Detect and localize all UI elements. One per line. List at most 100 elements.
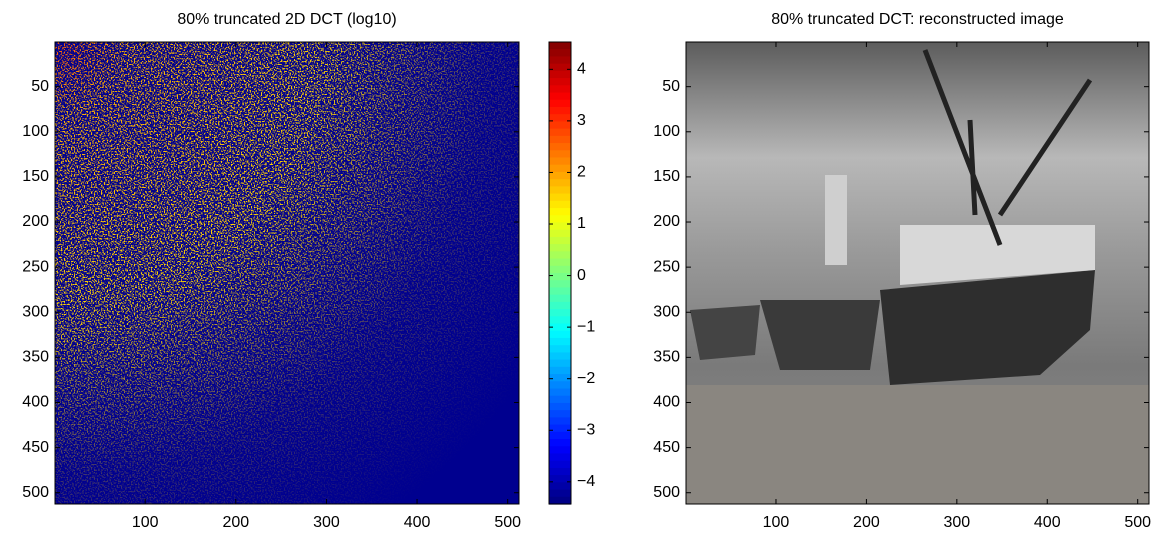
colorbar-cell bbox=[549, 388, 571, 397]
dct-image bbox=[55, 42, 519, 504]
colorbar-cell bbox=[549, 352, 571, 361]
colorbar-cell bbox=[549, 294, 571, 303]
colorbar-cell bbox=[549, 106, 571, 115]
y-tick-label: 250 bbox=[22, 258, 49, 275]
y-tick-label: 50 bbox=[662, 78, 680, 95]
colorbar-cell bbox=[549, 330, 571, 339]
colorbar-cell bbox=[549, 85, 571, 94]
colorbar-tick-label: 3 bbox=[577, 112, 586, 129]
colorbar-cell bbox=[549, 337, 571, 346]
colorbar-cell bbox=[549, 78, 571, 86]
colorbar-tick-label: 4 bbox=[577, 61, 586, 78]
colorbar-tick-label: −2 bbox=[577, 370, 595, 387]
axes-box bbox=[685, 41, 1150, 505]
colorbar-cell bbox=[549, 309, 571, 317]
colorbar-cell bbox=[549, 489, 571, 498]
colorbar-cell bbox=[549, 128, 571, 137]
colorbar-cell bbox=[549, 42, 571, 50]
y-tick-label: 350 bbox=[22, 349, 49, 366]
y-tick-label: 100 bbox=[22, 123, 49, 140]
colorbar-cell bbox=[549, 424, 571, 433]
colorbar-cell bbox=[549, 417, 571, 426]
colorbar-cell bbox=[549, 63, 571, 72]
colorbar-cell bbox=[549, 265, 571, 274]
colorbar-cell bbox=[549, 460, 571, 469]
y-tick-label: 200 bbox=[22, 213, 49, 230]
colorbar-cell bbox=[549, 323, 571, 332]
x-tick-label: 200 bbox=[853, 514, 880, 531]
colorbar-cell bbox=[549, 431, 571, 440]
y-tick-label: 400 bbox=[653, 394, 680, 411]
colorbar-tick-label: −1 bbox=[577, 318, 595, 335]
colorbar-cell bbox=[549, 258, 571, 267]
colorbar-cell bbox=[549, 114, 571, 123]
colorbar-cell bbox=[549, 446, 571, 455]
y-tick-label: 100 bbox=[653, 123, 680, 140]
x-tick-label: 500 bbox=[1124, 514, 1151, 531]
y-tick-label: 500 bbox=[653, 484, 680, 501]
y-tick-label: 500 bbox=[22, 484, 49, 501]
colorbar-cell bbox=[549, 208, 571, 216]
colorbar-cell bbox=[549, 345, 571, 354]
colorbar-cell bbox=[549, 359, 571, 368]
colorbar-cell bbox=[549, 395, 571, 404]
colorbar-tick-label: 0 bbox=[577, 267, 586, 284]
colorbar-box bbox=[548, 41, 572, 505]
y-tick-label: 350 bbox=[653, 349, 680, 366]
y-tick-label: 300 bbox=[653, 303, 680, 320]
colorbar-cell bbox=[549, 273, 571, 281]
y-tick-label: 150 bbox=[22, 168, 49, 185]
colorbar-cell bbox=[549, 410, 571, 418]
colorbar-cell bbox=[549, 287, 571, 296]
colorbar-cell bbox=[549, 200, 571, 209]
colorbar-cell bbox=[549, 70, 571, 79]
x-tick-label: 200 bbox=[222, 514, 249, 531]
colorbar-cell bbox=[549, 49, 571, 58]
colorbar-cell bbox=[549, 135, 571, 144]
colorbar-cell bbox=[549, 56, 571, 65]
colorbar-cell bbox=[549, 482, 571, 491]
colorbar-cell bbox=[549, 251, 571, 260]
colorbar-tick-label: −3 bbox=[577, 421, 595, 438]
colorbar-cell bbox=[549, 236, 571, 245]
x-tick-label: 300 bbox=[313, 514, 340, 531]
y-tick-label: 200 bbox=[653, 213, 680, 230]
y-tick-label: 450 bbox=[653, 439, 680, 456]
colorbar-cell bbox=[549, 143, 571, 151]
colorbar-cell bbox=[549, 222, 571, 231]
x-tick-label: 400 bbox=[1034, 514, 1061, 531]
colorbar-cell bbox=[549, 316, 571, 325]
colorbar-cell bbox=[549, 366, 571, 375]
y-tick-label: 250 bbox=[653, 258, 680, 275]
x-tick-label: 100 bbox=[763, 514, 790, 531]
colorbar-cell bbox=[549, 301, 571, 310]
colorbar-tick-label: −4 bbox=[577, 473, 595, 490]
colorbar-cell bbox=[549, 496, 571, 505]
y-tick-label: 400 bbox=[22, 394, 49, 411]
colorbar-cell bbox=[549, 402, 571, 411]
y-tick-label: 300 bbox=[22, 303, 49, 320]
colorbar-cell bbox=[549, 453, 571, 462]
x-tick-label: 400 bbox=[404, 514, 431, 531]
colorbar-cell bbox=[549, 150, 571, 159]
colorbar bbox=[549, 42, 571, 505]
colorbar-cell bbox=[549, 179, 571, 187]
x-tick-label: 500 bbox=[494, 514, 521, 531]
x-tick-label: 300 bbox=[943, 514, 970, 531]
colorbar-cell bbox=[549, 121, 571, 130]
colorbar-cell bbox=[549, 215, 571, 224]
y-tick-label: 50 bbox=[31, 78, 49, 95]
colorbar-cell bbox=[549, 280, 571, 289]
y-tick-label: 450 bbox=[22, 439, 49, 456]
colorbar-cell bbox=[549, 381, 571, 390]
y-tick-label: 150 bbox=[653, 168, 680, 185]
axes-box bbox=[54, 41, 520, 505]
colorbar-cell bbox=[549, 171, 571, 180]
colorbar-cell bbox=[549, 475, 571, 483]
colorbar-cell bbox=[549, 244, 571, 252]
boat-image bbox=[686, 42, 1149, 504]
colorbar-cell bbox=[549, 99, 571, 108]
colorbar-cell bbox=[549, 374, 571, 382]
colorbar-cell bbox=[549, 467, 571, 476]
